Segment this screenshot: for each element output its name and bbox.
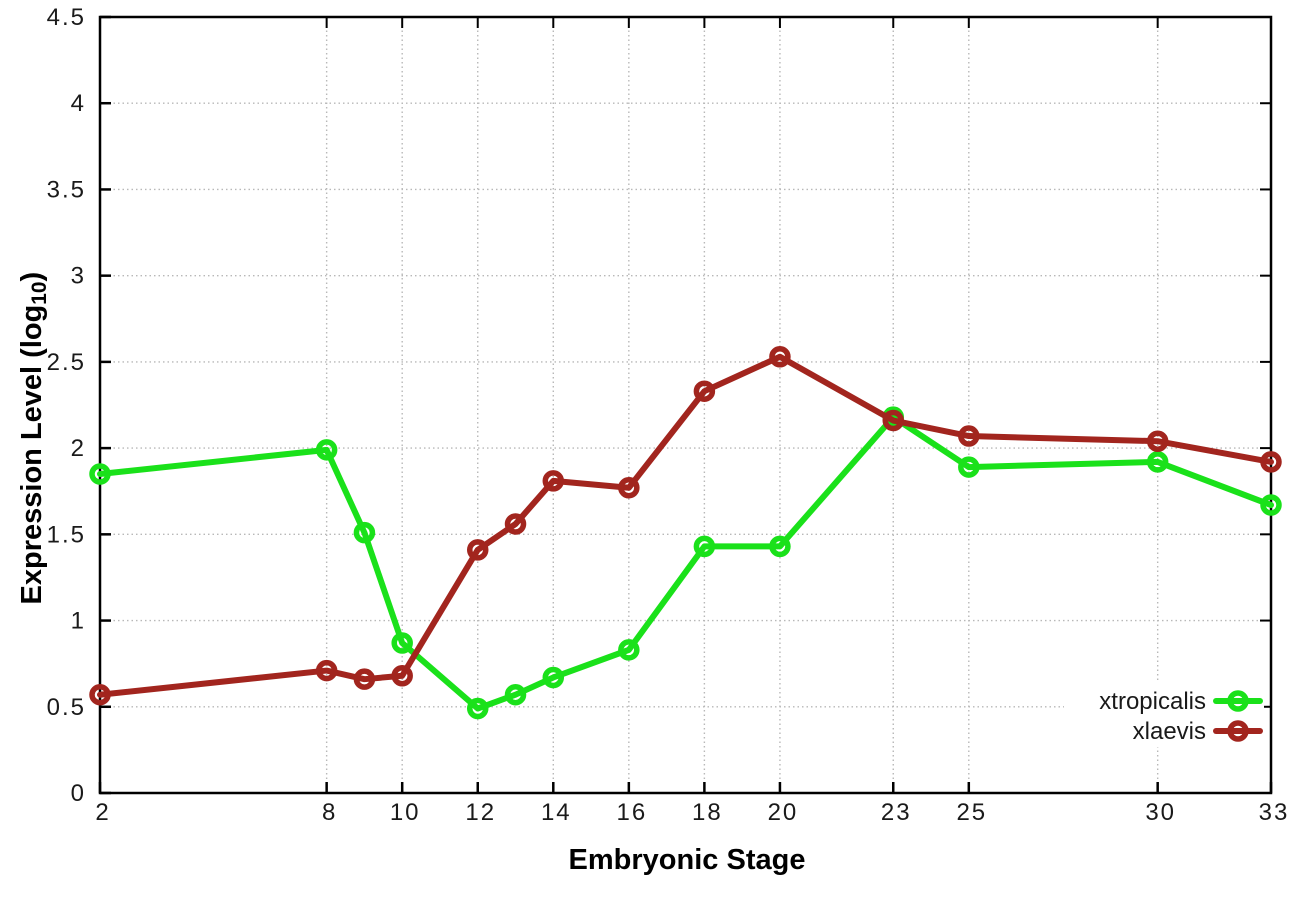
y-tick-label: 4.5 [47,4,86,31]
x-tick-label: 10 [390,799,421,826]
data-point-xtropicalis [391,632,413,654]
data-point-xtropicalis [958,456,980,478]
data-point-xlaevis [769,345,791,368]
y-axis-title-subscript: 10 [28,281,52,305]
x-tick-label: 14 [541,799,572,826]
legend-marker-xtropicalis [1227,690,1249,712]
data-point-xtropicalis [693,535,716,558]
data-point-xlaevis [504,513,527,535]
x-tick-label: 23 [881,799,912,826]
y-axis-title-post: ) [15,271,48,282]
data-point-xtropicalis [353,521,376,544]
x-tick-label: 2 [95,799,110,826]
y-axis-title: Expression Level (log10) [16,138,52,738]
data-point-xlaevis [466,539,489,561]
data-point-xlaevis [542,470,565,492]
data-point-xlaevis [89,683,111,706]
y-tick-label: 1.5 [47,521,86,548]
y-tick-label: 0 [71,780,86,807]
plot-border [98,15,1273,795]
data-point-xtropicalis [618,639,640,661]
x-tick-label: 16 [616,799,647,826]
y-tick-label: 3.5 [47,176,86,203]
data-point-xlaevis [315,659,338,682]
data-point-xtropicalis [466,697,489,720]
data-point-xlaevis [882,409,905,432]
x-tick-label: 33 [1259,799,1290,826]
data-point-xtropicalis [89,463,111,485]
data-point-xlaevis [693,380,716,402]
y-tick-label: 2 [71,435,86,462]
x-tick-label: 20 [768,799,799,826]
data-point-xtropicalis [769,535,791,558]
series-line-xtropicalis [97,414,1274,712]
data-point-xtropicalis [1146,451,1169,473]
series-line-xlaevis [97,353,1274,698]
y-tick-label: 0.5 [47,694,86,721]
legend-label-xtropicalis: xtropicalis [1099,688,1206,715]
data-point-xtropicalis [1260,494,1282,516]
legend-label-xlaevis: xlaevis [1133,718,1206,745]
data-point-xtropicalis [542,666,565,689]
x-tick-label: 18 [692,799,723,826]
x-tick-label: 25 [956,799,987,826]
legend-marker-xlaevis [1227,720,1249,742]
data-point-xlaevis [618,477,640,499]
data-point-xtropicalis [315,439,338,461]
data-point-xlaevis [1260,451,1282,473]
x-axis-title: Embryonic Stage [568,844,806,876]
x-tick-label: 8 [322,799,337,826]
data-point-xlaevis [1146,430,1169,452]
y-tick-label: 1 [71,608,86,635]
data-point-xlaevis [391,664,413,687]
x-tick-label: 12 [465,799,496,826]
y-axis-title-pre: Expression Level (log [15,304,48,605]
data-point-xlaevis [958,425,980,447]
y-tick-label: 2.5 [47,349,86,376]
x-tick-label: 30 [1145,799,1176,826]
data-point-xtropicalis [504,683,527,706]
data-point-xlaevis [353,668,376,690]
y-tick-label: 4 [71,90,86,117]
y-tick-label: 3 [71,263,86,290]
